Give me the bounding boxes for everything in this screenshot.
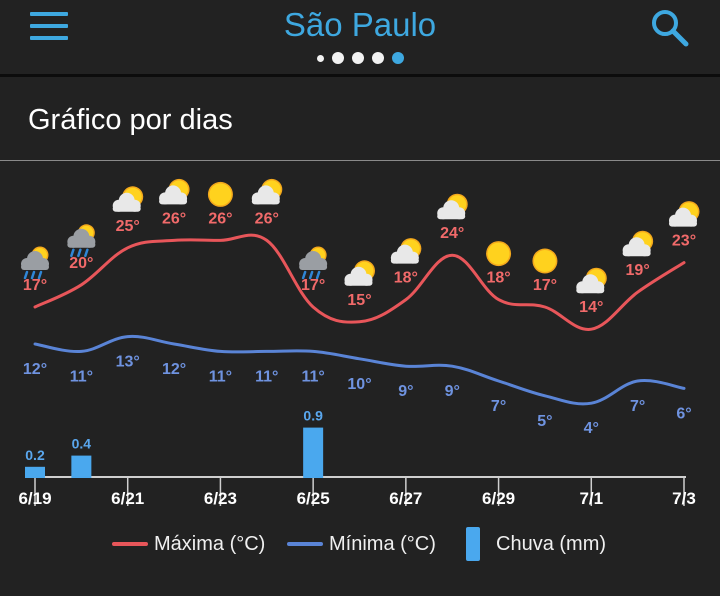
- sun-icon: [532, 248, 558, 274]
- min-temp-label: 5°: [537, 413, 552, 430]
- section-title: Gráfico por dias: [28, 104, 233, 136]
- legend-rain-swatch: [466, 527, 480, 561]
- rain-cloud-icon: [67, 224, 96, 258]
- max-temp-label: 24°: [440, 225, 464, 242]
- min-temp-label: 6°: [676, 405, 691, 422]
- legend-min-label: Mínima (°C): [329, 532, 436, 555]
- max-temp-label: 20°: [69, 255, 93, 272]
- partly-cloudy-icon: [251, 178, 283, 205]
- partly-cloudy-icon: [344, 260, 375, 286]
- page-dot[interactable]: [331, 52, 344, 64]
- min-temp-line: [33, 334, 686, 406]
- min-temp-label: 12°: [23, 361, 47, 378]
- sun-icon: [486, 241, 512, 267]
- rain-bar: [71, 455, 92, 478]
- x-tick-label: 6/25: [297, 489, 330, 508]
- sun-icon: [207, 181, 233, 207]
- partly-cloudy-icon: [576, 267, 607, 294]
- max-temp-label: 26°: [208, 210, 232, 227]
- legend-max: Máxima (°C): [112, 526, 265, 562]
- legend-rain-label: Chuva (mm): [496, 532, 607, 555]
- min-temp-label: 9°: [398, 383, 413, 400]
- x-tick-label: 7/1: [579, 489, 603, 508]
- rain-cloud-icon: [21, 246, 49, 280]
- chart-legend: Máxima (°C) Mínima (°C) Chuva (mm): [0, 526, 720, 562]
- page-dot[interactable]: [351, 52, 364, 64]
- x-tick-label: 6/23: [204, 489, 237, 508]
- legend-min: Mínima (°C): [287, 526, 436, 562]
- max-temp-label: 26°: [162, 210, 186, 227]
- rain-label: 0.2: [25, 447, 45, 463]
- max-temp-label: 18°: [486, 270, 510, 287]
- max-temp-label: 14°: [579, 299, 603, 316]
- rain-label: 0.9: [303, 408, 323, 424]
- partly-cloudy-icon: [669, 201, 700, 227]
- partly-cloudy-icon: [390, 238, 422, 264]
- app-header: São Paulo: [0, 0, 720, 76]
- legend-min-swatch: [287, 542, 323, 546]
- min-temp-label: 11°: [255, 368, 278, 385]
- min-temp-label: 4°: [584, 420, 599, 437]
- max-temp-line: [33, 233, 686, 331]
- daily-chart: 6/19 6/21 6/23 6/25 6/27 6/29 7/1 7/3 0.2 0.4 0.9 1…: [18, 178, 700, 508]
- min-temp-label: 7°: [630, 398, 645, 415]
- min-temp-label: 11°: [70, 368, 93, 385]
- rain-cloud-icon: [299, 246, 328, 280]
- min-temp-label: 10°: [347, 376, 371, 393]
- max-temp-label: 25°: [116, 218, 140, 235]
- section-divider: [0, 160, 720, 161]
- x-tick-label: 6/29: [482, 489, 515, 508]
- max-temp-label: 19°: [626, 262, 650, 279]
- min-temp-label: 9°: [445, 383, 460, 400]
- legend-max-label: Máxima (°C): [154, 532, 266, 555]
- min-temp-label: 11°: [301, 368, 324, 385]
- max-temp-label: 17°: [23, 277, 47, 294]
- max-temp-label: 15°: [347, 292, 371, 309]
- max-temp-label: 17°: [301, 277, 325, 294]
- min-temp-label: 11°: [209, 368, 232, 385]
- min-temp-label: 7°: [491, 398, 506, 415]
- rain-bar: [303, 427, 324, 478]
- max-temp-label: 17°: [533, 277, 557, 294]
- rain-bar: [25, 466, 45, 478]
- search-icon[interactable]: [648, 6, 692, 50]
- page-dot-active[interactable]: [391, 52, 404, 64]
- page-dot[interactable]: [371, 52, 384, 64]
- city-title: São Paulo: [283, 6, 437, 43]
- partly-cloudy-icon: [112, 186, 144, 212]
- rain-label: 0.4: [72, 436, 92, 452]
- partly-cloudy-icon: [159, 178, 190, 205]
- max-temp-label: 18°: [394, 270, 418, 287]
- header-divider: [0, 74, 720, 77]
- page-indicator: [0, 50, 720, 66]
- min-temp-label: 12°: [162, 361, 186, 378]
- partly-cloudy-icon: [437, 193, 468, 220]
- legend-max-swatch: [112, 542, 148, 546]
- min-temp-label: 13°: [116, 354, 140, 371]
- legend-rain: Chuva (mm): [466, 526, 606, 562]
- x-tick-label: 6/27: [389, 489, 422, 508]
- partly-cloudy-icon: [622, 230, 654, 257]
- x-tick-label: 6/19: [18, 489, 51, 508]
- x-tick-label: 6/21: [111, 489, 144, 508]
- menu-icon[interactable]: [30, 11, 70, 41]
- max-temp-label: 23°: [672, 233, 696, 250]
- x-tick-label: 7/3: [672, 489, 696, 508]
- page-dot[interactable]: [316, 54, 324, 62]
- max-temp-label: 26°: [255, 210, 279, 227]
